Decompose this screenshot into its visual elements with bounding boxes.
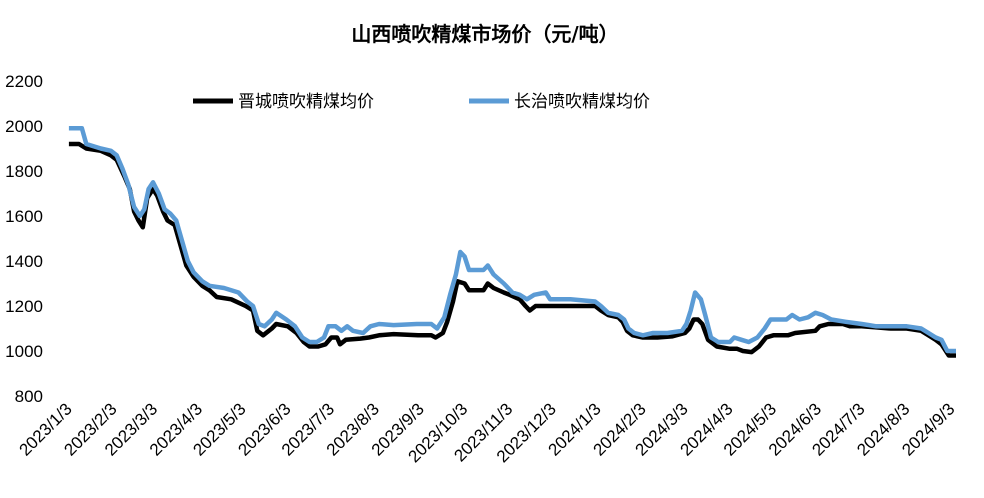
series-line-changzhi <box>68 126 956 354</box>
legend-label-jincheng: 晋城喷吹精煤均价 <box>238 92 374 112</box>
legend: 晋城喷吹精煤均价 长治喷吹精煤均价 <box>193 92 650 112</box>
x-axis-ticks: 2023/1/32023/2/32023/3/32023/4/32023/5/3… <box>15 399 958 466</box>
plot-area <box>68 126 956 358</box>
y-tick-label: 1600 <box>5 207 43 226</box>
y-tick-label: 1200 <box>5 297 43 316</box>
y-tick-label: 1800 <box>5 162 43 181</box>
y-tick-label: 1000 <box>5 342 43 361</box>
y-tick-label: 2000 <box>5 117 43 136</box>
legend-label-changzhi: 长治喷吹精煤均价 <box>514 92 650 112</box>
chart-title: 山西喷吹精煤市场价（元/吨） <box>351 22 618 46</box>
y-tick-label: 1400 <box>5 252 43 271</box>
y-axis-ticks: 800 1000 1200 1400 1600 1800 2000 2200 <box>5 72 43 406</box>
y-tick-label: 2200 <box>5 72 43 91</box>
y-tick-label: 800 <box>15 387 43 406</box>
series-line-jincheng <box>68 141 956 358</box>
